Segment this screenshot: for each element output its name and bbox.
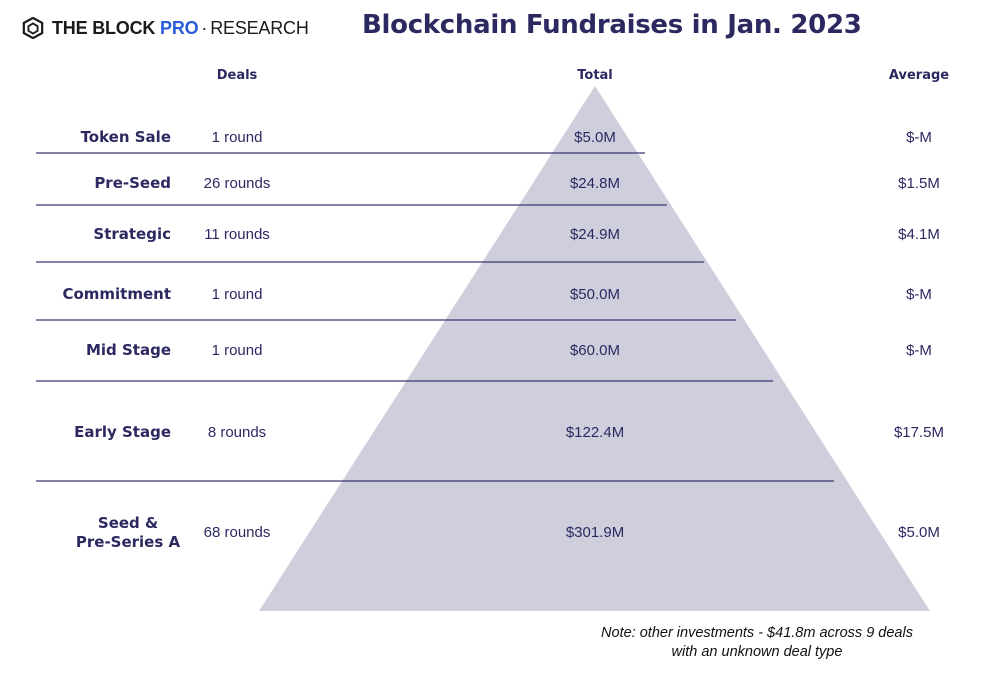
deals-label: 8 rounds [208,424,266,441]
total-label: $60.0M [570,342,620,359]
column-header-deals: Deals [216,68,258,83]
total-label: $24.9M [570,226,620,243]
category-label: Token Sale [81,128,171,146]
deals-label: 1 round [212,342,263,359]
deals-label: 68 rounds [204,524,271,541]
deals-label: 11 rounds [204,226,270,243]
total-label: $122.4M [566,424,624,441]
total-label: $301.9M [566,524,624,541]
brand-logo: THE BLOCK PRO · RESEARCH [22,14,309,42]
total-label: $50.0M [570,286,620,303]
pyramid-triangle [259,86,930,611]
category-label: Pre-Seed [94,174,171,192]
deals-label: 1 round [212,286,263,303]
average-label: $-M [906,129,932,146]
category-label: Early Stage [74,423,171,441]
average-label: $5.0M [898,524,940,541]
deals-label: 1 round [212,129,263,146]
column-header-average: Average [888,68,950,83]
average-label: $1.5M [898,175,940,192]
column-header-total: Total [577,68,613,83]
category-label: Seed & Pre-Series A [76,514,181,551]
average-label: $4.1M [898,226,940,243]
category-label: Strategic [93,225,171,243]
average-label: $-M [906,286,932,303]
total-label: $24.8M [570,175,620,192]
block-logo-icon [22,17,44,39]
chart-title: Blockchain Fundraises in Jan. 2023 [362,10,862,40]
average-label: $-M [906,342,932,359]
deals-label: 26 rounds [204,175,271,192]
category-label: Mid Stage [86,341,171,359]
average-label: $17.5M [894,424,944,441]
footnote: Note: other investments - $41.8m across … [601,625,913,660]
total-label: $5.0M [574,129,616,146]
brand-name: THE BLOCK PRO · RESEARCH [52,17,309,38]
category-label: Commitment [62,285,171,303]
